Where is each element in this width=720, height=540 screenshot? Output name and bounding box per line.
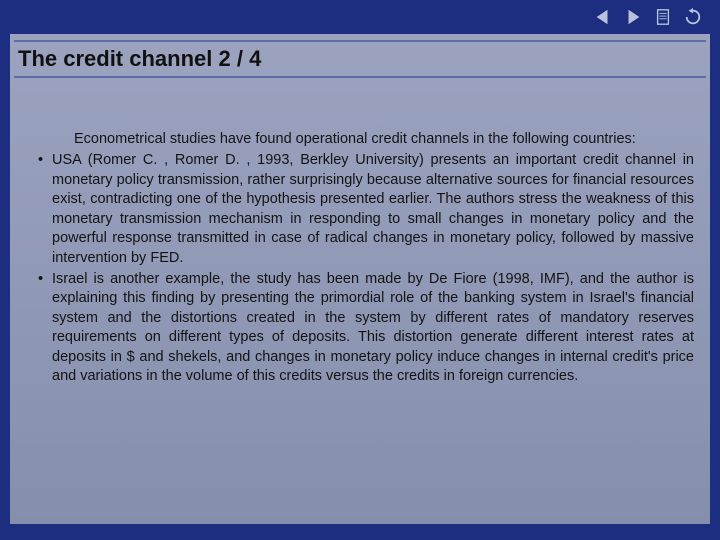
intro-text: Econometrical studies have found operati… [26,130,694,149]
slide: The credit channel 2 / 4 Econometrical s… [0,0,720,540]
outline-button[interactable] [652,6,674,28]
bullet-item: USA (Romer C. , Romer D. , 1993, Berkley… [26,151,694,268]
triangle-left-icon [594,8,612,26]
return-arrow-icon [684,8,702,26]
title-region: The credit channel 2 / 4 [14,40,706,78]
prev-slide-button[interactable] [592,6,614,28]
title-rule-bottom [14,76,706,78]
document-icon [654,8,672,26]
next-slide-button[interactable] [622,6,644,28]
slide-title: The credit channel 2 / 4 [14,42,706,76]
body-region: Econometrical studies have found operati… [26,130,694,386]
nav-bar [592,6,704,28]
triangle-right-icon [624,8,642,26]
return-button[interactable] [682,6,704,28]
bullet-item: Israel is another example, the study has… [26,270,694,387]
